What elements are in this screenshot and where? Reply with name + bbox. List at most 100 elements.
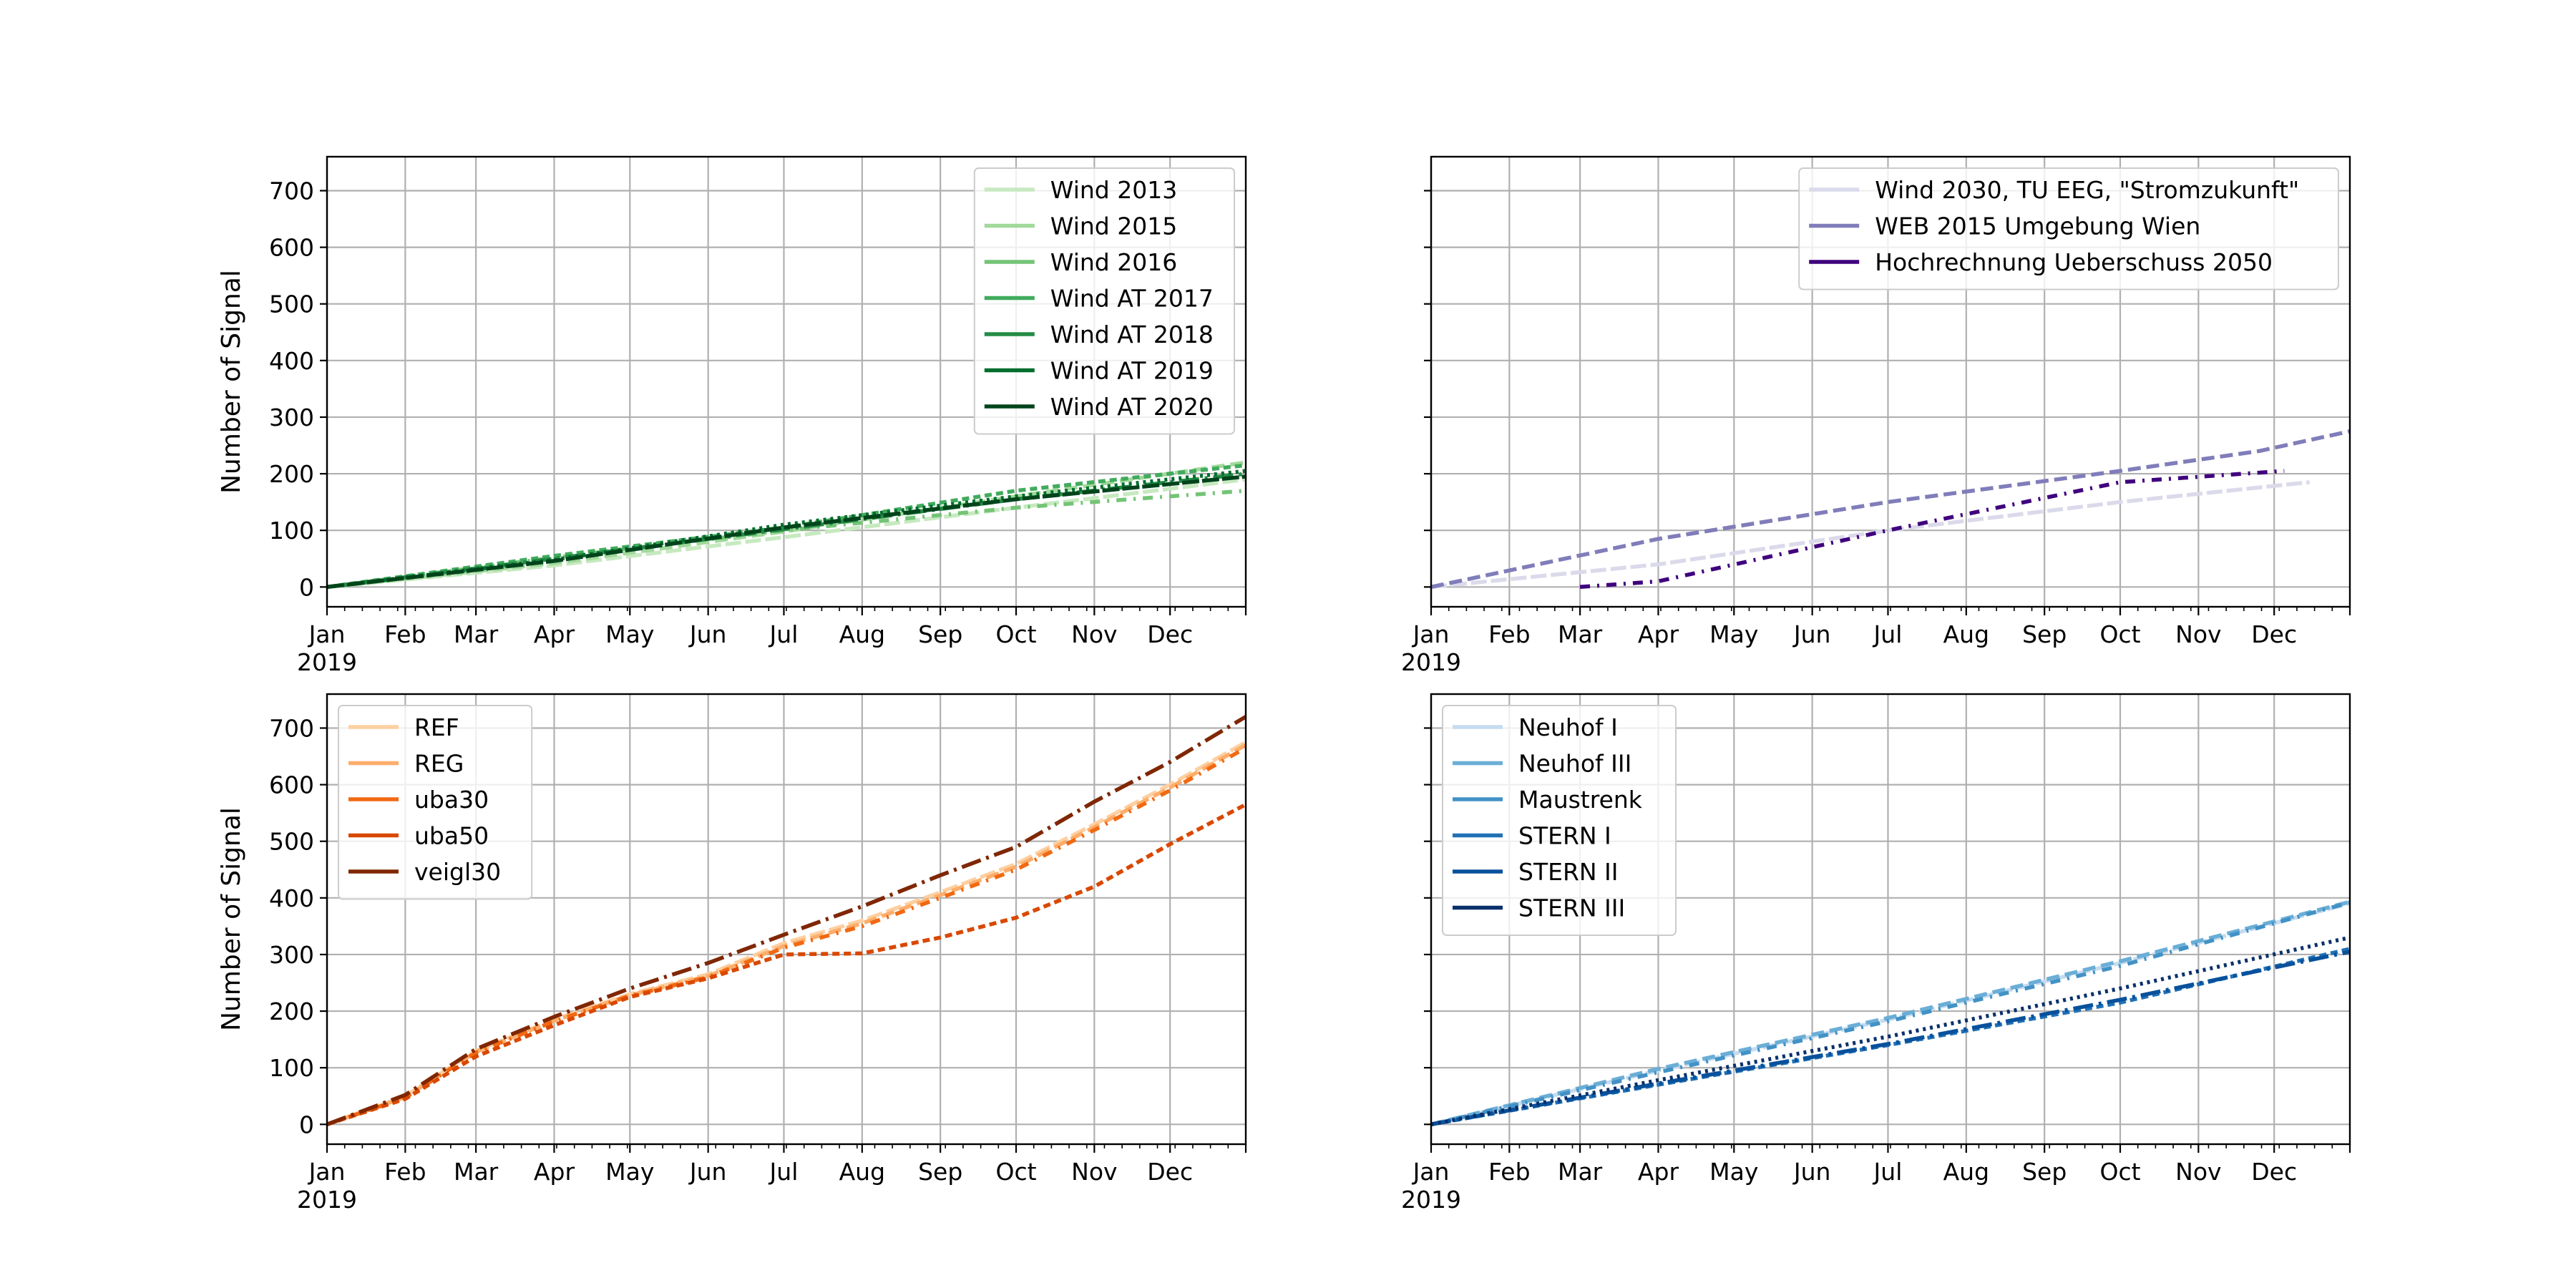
x-tick-label: Jun	[1792, 1158, 1831, 1186]
x-tick-label: Apr	[1638, 1158, 1679, 1186]
x-tick-label: Nov	[1071, 620, 1117, 648]
legend-label: Wind 2013	[1050, 176, 1177, 204]
x-tick-label: Oct	[995, 620, 1036, 648]
series-line	[326, 474, 1246, 590]
x-tick-label: Feb	[384, 620, 426, 648]
x-tick-label: Dec	[2251, 1158, 2297, 1186]
series-line	[1430, 935, 2351, 1126]
series-line	[326, 743, 1247, 1126]
series-line	[1430, 950, 2351, 1127]
legend: Wind 2013 Wind 2015 Wind 2016 Wind AT 2017 W…	[973, 167, 1236, 435]
legend-box	[973, 167, 1236, 435]
x-tick-label: Feb	[1488, 1158, 1530, 1186]
x-tick-label: Jul	[1873, 620, 1903, 648]
x-tick-label: Dec	[1147, 620, 1193, 648]
x-tick-label: Jul	[769, 620, 799, 648]
series-line	[326, 489, 1246, 590]
x-tick-label: Feb	[1488, 620, 1530, 648]
x-tick-label: Apr	[534, 1158, 575, 1186]
legend: Neuhof I Neuhof III Maustrenk STERN I STERN …	[1442, 705, 1677, 936]
y-tick-label: 300	[269, 404, 314, 431]
x-tick-label: Mar	[1558, 1158, 1603, 1186]
x-tick-label: Jan	[1412, 1158, 1450, 1186]
series-line	[326, 746, 1247, 1126]
x-tick-label: Oct	[2099, 620, 2140, 648]
legend-label: REG	[414, 750, 464, 778]
x-tick-label: Jul	[769, 1158, 799, 1186]
x-year-label: 2019	[1401, 1186, 1461, 1214]
x-tick-label: Jan	[308, 620, 346, 648]
legend-label: Hochrechnung Ueberschuss 2050	[1875, 248, 2273, 276]
legend-label: Wind 2030, TU EEG, "Stromzukunft"	[1875, 176, 2299, 204]
legend-label: uba50	[414, 822, 489, 850]
legend-label: Wind 2015	[1050, 213, 1177, 240]
x-tick-label: Sep	[918, 620, 962, 648]
x-tick-label: Sep	[918, 1158, 962, 1186]
legend-label: uba30	[414, 786, 489, 814]
y-tick-label: 100	[269, 517, 314, 545]
series-line	[326, 715, 1247, 1126]
legend-label: Wind AT 2017	[1050, 285, 1214, 313]
x-tick-label: Mar	[1558, 620, 1603, 648]
series-line	[1430, 900, 2351, 1126]
x-tick-label: May	[605, 620, 654, 648]
x-year-label: 2019	[297, 648, 357, 676]
x-tick-label: Jul	[1873, 1158, 1903, 1186]
x-tick-label: Jun	[688, 1158, 727, 1186]
legend-label: Wind 2016	[1050, 248, 1177, 276]
series-line	[1430, 480, 2310, 590]
legend-label: WEB 2015 Umgebung Wien	[1875, 213, 2200, 240]
legend-box	[338, 705, 533, 900]
y-axis-label: Number of Signal	[217, 807, 246, 1031]
x-tick-label: Nov	[1071, 1158, 1117, 1186]
x-year-label: 2019	[297, 1186, 357, 1214]
x-tick-label: Aug	[839, 1158, 885, 1186]
legend-label: Wind AT 2019	[1050, 357, 1214, 385]
x-tick-label: Jun	[688, 620, 727, 648]
y-tick-label: 500	[269, 291, 314, 318]
y-tick-label: 200	[269, 997, 314, 1025]
y-tick-label: 100	[269, 1054, 314, 1082]
legend-label: Maustrenk	[1518, 786, 1643, 814]
y-tick-label: 300	[269, 941, 314, 969]
legend-label: Neuhof III	[1518, 750, 1631, 778]
x-tick-label: Dec	[1147, 1158, 1193, 1186]
legend: REF REG uba30 uba50 veigl30	[338, 705, 533, 900]
x-tick-label: Aug	[839, 620, 885, 648]
series-line	[1430, 429, 2351, 589]
x-tick-label: Jan	[1412, 620, 1450, 648]
series-line	[326, 802, 1247, 1126]
chart-panel-1: 0 100 200 300 400 500 600 700 Jan Feb Mar Apr May Jun…	[217, 155, 1247, 676]
legend-label: REF	[414, 713, 459, 741]
legend-label: STERN II	[1518, 858, 1619, 886]
x-tick-label: Apr	[1638, 620, 1679, 648]
legend-label: STERN I	[1518, 822, 1611, 850]
x-tick-label: Jan	[308, 1158, 346, 1186]
y-tick-label: 600	[269, 234, 314, 262]
series-line	[1579, 469, 2285, 590]
legend-label: Neuhof I	[1518, 713, 1618, 741]
x-tick-label: Nov	[2175, 1158, 2221, 1186]
y-tick-label: 400	[269, 347, 314, 375]
y-tick-label: 600	[269, 771, 314, 799]
x-tick-label: Oct	[2099, 1158, 2140, 1186]
y-tick-label: 500	[269, 828, 314, 856]
x-tick-label: Jun	[1792, 620, 1831, 648]
legend-box	[1798, 167, 2339, 291]
y-tick-label: 0	[299, 573, 314, 601]
x-year-label: 2019	[1401, 648, 1461, 676]
x-tick-label: Feb	[384, 1158, 426, 1186]
legend: Wind 2030, TU EEG, "Stromzukunft" WEB 201…	[1798, 167, 2339, 291]
series-line	[1430, 899, 2351, 1126]
x-tick-label: Mar	[454, 620, 499, 648]
chart-panel-4: Jan Feb Mar Apr May Jun Jul Aug Sep Oct Nov Dec 2019…	[1401, 693, 2351, 1214]
legend-label: Wind AT 2018	[1050, 321, 1214, 348]
legend-label: veigl30	[414, 858, 501, 886]
legend-label: Wind AT 2020	[1050, 393, 1214, 421]
y-tick-label: 700	[269, 177, 314, 205]
chart-panel-2: Jan Feb Mar Apr May Jun Jul Aug Sep Oct Nov Dec 2019…	[1401, 155, 2351, 676]
x-tick-label: Dec	[2251, 620, 2297, 648]
x-tick-label: Oct	[995, 1158, 1036, 1186]
chart-panel-3: 0 100 200 300 400 500 600 700 Jan Feb Mar Apr May Jun…	[217, 693, 1247, 1214]
